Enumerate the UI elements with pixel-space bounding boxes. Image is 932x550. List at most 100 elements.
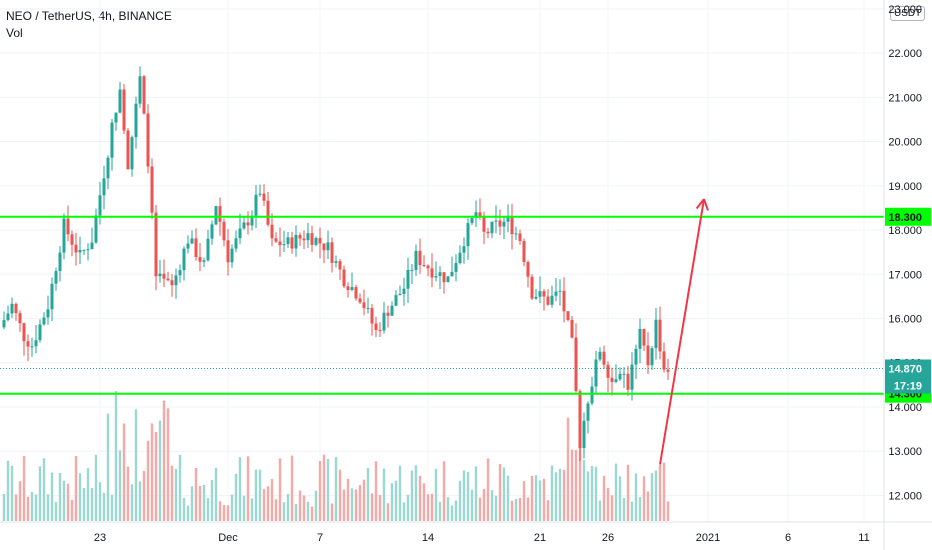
volume-bar [42, 458, 46, 521]
volume-bar [562, 469, 566, 521]
price-tick-label: 12.000 [888, 490, 922, 502]
candle-body [142, 76, 146, 114]
volume-bar [586, 471, 590, 521]
volume-bar [314, 490, 318, 521]
volume-bar [90, 487, 94, 521]
volume-bar [362, 479, 366, 521]
volume-bar [54, 502, 58, 521]
candle-body [78, 249, 82, 253]
volume-bar [610, 495, 614, 521]
time-tick-label: 7 [317, 532, 323, 544]
candle-body [430, 268, 434, 278]
candle-body [470, 218, 474, 224]
candle-body [86, 249, 90, 251]
price-tick-label: 17.000 [888, 269, 922, 281]
volume-bar [534, 475, 538, 521]
volume-bar [234, 473, 238, 521]
candle-body [46, 309, 50, 318]
time-tick-label: 11 [858, 532, 869, 544]
candle-body [638, 328, 642, 349]
volume-bar [70, 499, 74, 521]
candle-body [282, 244, 286, 246]
candle-body [30, 346, 34, 348]
volume-bar [114, 391, 118, 521]
bar-countdown-label: 17:19 [894, 380, 922, 392]
candle-body [114, 112, 118, 123]
volume-bar [254, 469, 258, 521]
candle-body [466, 223, 470, 247]
volume-bar [198, 486, 202, 521]
volume-bar [662, 462, 666, 521]
symbol-title[interactable]: NEO / TetherUS, 4h, BINANCE [6, 9, 172, 23]
volume-indicator-label[interactable]: Vol [6, 26, 23, 40]
price-axis[interactable]: 23.000 22.000 21.000 20.000 19.000 18.000 17.0… [883, 0, 931, 550]
volume-bar [222, 505, 226, 521]
volume-bar [258, 469, 262, 521]
candle-body [6, 313, 10, 321]
time-tick-label: 26 [602, 532, 614, 544]
candle-body [314, 237, 318, 245]
volume-bar [58, 472, 62, 521]
candle-body [410, 269, 414, 271]
volume-bar [650, 473, 654, 521]
trend-arrow[interactable] [659, 198, 705, 465]
candle-body [350, 287, 354, 290]
volume-bar [374, 461, 378, 521]
candle-body [414, 250, 418, 270]
volume-bar [318, 460, 322, 521]
candle-body [370, 308, 374, 324]
candle-body [634, 348, 638, 365]
candle-body [570, 319, 574, 338]
candle-body [62, 218, 66, 253]
volume-bar [30, 492, 34, 521]
volume-bar [274, 499, 278, 521]
currency-badge[interactable]: USDT [890, 6, 926, 21]
price-tick-label: 22.000 [888, 48, 922, 60]
candle-body [262, 193, 266, 201]
volume-bar [190, 486, 194, 521]
candle-body [446, 276, 450, 283]
candle-body [118, 89, 122, 113]
volume-bar [510, 500, 514, 521]
candle-body [330, 242, 334, 263]
volume-bar [418, 475, 422, 521]
time-axis[interactable]: 23 Dec 7 14 21 26 2021 6 11 [0, 521, 932, 544]
candle-body [94, 215, 98, 243]
candle-body [510, 215, 514, 235]
volume-bar [194, 467, 198, 521]
candle-body [522, 241, 526, 263]
candle-body [170, 280, 174, 286]
volume-bar [494, 495, 498, 521]
volume-bars [2, 391, 670, 521]
candle-body [266, 200, 270, 225]
volume-bar [6, 460, 10, 521]
volume-bar [434, 468, 438, 521]
candle-body [302, 238, 306, 241]
candle-body [550, 295, 554, 305]
candle-body [538, 291, 542, 297]
candle-body [582, 420, 586, 449]
volume-bar [426, 494, 430, 521]
candle-body [138, 76, 142, 104]
candle-body [558, 290, 562, 292]
volume-bar [206, 498, 210, 521]
price-tick-label: 21.000 [888, 92, 922, 104]
volume-bar [10, 465, 14, 521]
candle-body [534, 296, 538, 299]
candle-body [178, 270, 182, 276]
candle-body [242, 222, 246, 229]
candle-body [98, 195, 102, 216]
candle-body [58, 252, 62, 272]
price-tick-label: 23.000 [888, 4, 922, 16]
candle-body [258, 193, 262, 195]
volume-bar [290, 455, 294, 521]
candle-body [230, 248, 234, 263]
candle-body [562, 290, 566, 312]
volume-bar [394, 480, 398, 521]
candle-body [238, 228, 242, 239]
candle-body [42, 317, 46, 325]
volume-bar [582, 459, 586, 521]
candle-body [578, 391, 582, 449]
candle-body [106, 157, 110, 179]
